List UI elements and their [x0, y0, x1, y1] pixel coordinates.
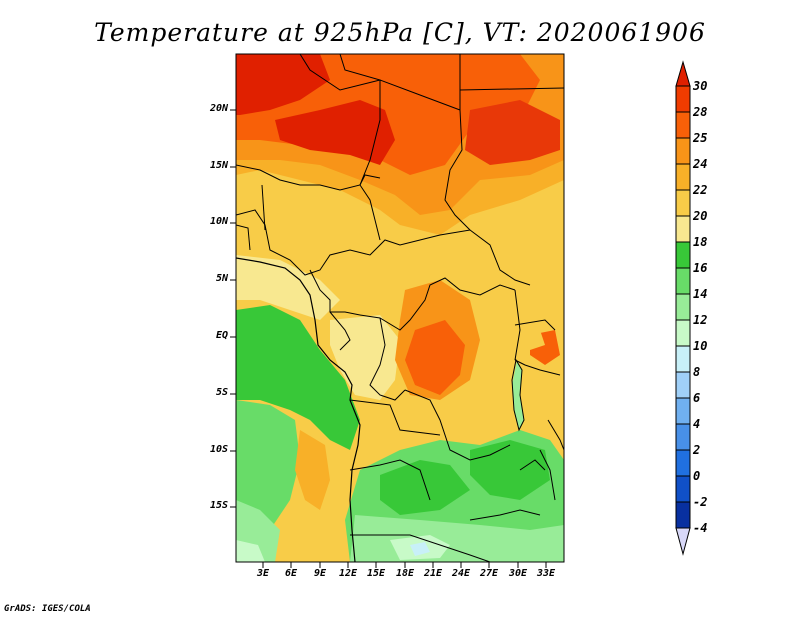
lat-label-10n: 10N	[209, 216, 228, 227]
colorbar-bottom-arrow	[675, 527, 691, 556]
lon-ticks	[262, 562, 547, 568]
lon-label-30e: 30E	[508, 568, 528, 579]
lat-label-5s: 5S	[215, 387, 228, 398]
map-frame	[235, 53, 565, 563]
lon-label-21e: 21E	[423, 568, 443, 579]
colorbar-swatch	[676, 294, 690, 320]
colorbar-label: 18	[693, 235, 708, 249]
lat-label-5n: 5N	[215, 273, 228, 284]
colorbar-label: -2	[693, 495, 708, 509]
colorbar-swatch	[676, 86, 690, 112]
colorbar-label: 16	[693, 261, 708, 275]
coastline	[236, 257, 361, 562]
colorbar-label: 12	[693, 313, 708, 327]
lon-label-9e: 9E	[313, 568, 327, 579]
country-borders	[236, 54, 564, 562]
field-24-angola-coast	[295, 430, 330, 510]
lat-label-20n: 20N	[209, 103, 228, 114]
field-20-gabon	[330, 315, 400, 400]
chart-title: Temperature at 925hPa [C], VT: 202006190…	[94, 18, 706, 47]
colorbar-label: 6	[693, 391, 701, 405]
field-16-coast	[236, 305, 360, 450]
lake-victoria-area	[520, 330, 545, 350]
lat-ticks	[230, 109, 236, 508]
lon-label-6e: 6E	[284, 568, 298, 579]
colorbar-label: 20	[693, 209, 708, 223]
lat-label-15s: 15S	[209, 500, 228, 511]
colorbar-label: 30	[693, 79, 708, 93]
lon-label-33e: 33E	[536, 568, 556, 579]
lon-label-3e: 3E	[256, 568, 270, 579]
colorbar-swatch	[676, 424, 690, 450]
colorbar-label: 4	[693, 417, 701, 431]
colorbar-label: 22	[693, 183, 708, 197]
colorbar-label: 28	[693, 105, 708, 119]
temperature-field	[236, 54, 564, 562]
field-30-sudan	[465, 100, 560, 165]
lon-label-15e: 15E	[366, 568, 386, 579]
field-30-chad	[275, 100, 395, 165]
field-20-west	[236, 255, 340, 320]
colorbar-swatch	[676, 216, 690, 242]
colorbar-label: -4	[693, 521, 708, 535]
credit-text: GrADS: IGES/COLA	[4, 604, 91, 614]
colorbar-swatch	[676, 138, 690, 164]
lon-label-27e: 27E	[479, 568, 499, 579]
lon-label-24e: 24E	[451, 568, 471, 579]
lon-label-12e: 12E	[338, 568, 358, 579]
field-28-congo	[405, 320, 465, 395]
lon-label-18e: 18E	[395, 568, 415, 579]
colorbar-swatch	[676, 476, 690, 502]
colorbar-swatch	[676, 346, 690, 372]
colorbar-label: 0	[693, 469, 701, 483]
colorbar-label: 10	[693, 339, 708, 353]
colorbar-label: 24	[693, 157, 708, 171]
colorbar-swatch	[676, 320, 690, 346]
colorbar-swatch	[676, 450, 690, 476]
lat-label-15n: 15N	[209, 160, 228, 171]
colorbar-swatch	[676, 502, 690, 528]
colorbar-swatch	[676, 190, 690, 216]
colorbar-swatch	[676, 112, 690, 138]
colorbar-label: 14	[693, 287, 708, 301]
colorbar	[675, 60, 691, 556]
colorbar-swatch	[676, 242, 690, 268]
colorbar-swatch	[676, 268, 690, 294]
colorbar-swatch	[676, 398, 690, 424]
colorbar-swatch	[676, 164, 690, 190]
field-8-south	[410, 542, 430, 556]
field-16-zambia	[380, 460, 470, 515]
colorbar-label: 2	[693, 443, 701, 457]
colorbar-top-arrow	[675, 60, 691, 87]
lat-label-eq: EQ	[215, 330, 228, 341]
lake-outline	[511, 358, 525, 432]
colorbar-swatch	[676, 372, 690, 398]
colorbar-label: 25	[693, 131, 708, 145]
colorbar-frame	[675, 85, 691, 529]
field-10-sw	[236, 540, 265, 562]
colorbar-label: 8	[693, 365, 701, 379]
lat-label-10s: 10S	[209, 444, 228, 455]
field-30-nw	[236, 54, 330, 115]
